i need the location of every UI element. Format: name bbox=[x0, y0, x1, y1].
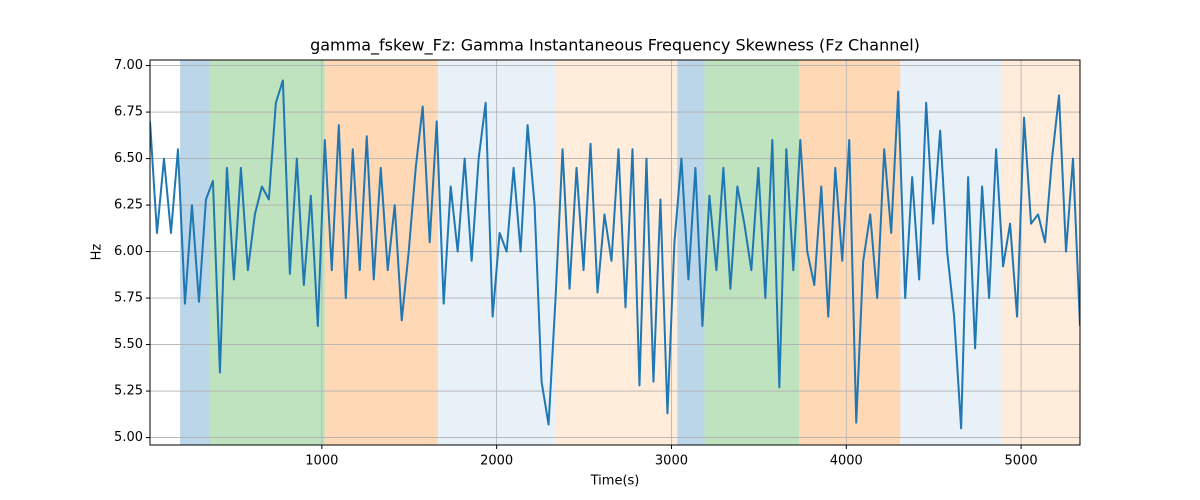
y-tick-label: 5.50 bbox=[114, 337, 143, 352]
shaded-span bbox=[1001, 60, 1080, 445]
y-tick-label: 5.25 bbox=[114, 384, 143, 399]
x-tick-label: 3000 bbox=[655, 454, 688, 469]
shaded-span bbox=[555, 60, 678, 445]
y-tick-label: 6.25 bbox=[114, 198, 143, 213]
y-tick-label: 6.00 bbox=[114, 244, 143, 259]
plot-frame bbox=[149, 59, 1081, 446]
x-tick-label: 2000 bbox=[480, 454, 513, 469]
x-tick-label: 4000 bbox=[830, 454, 863, 469]
y-tick-label: 5.00 bbox=[114, 430, 143, 445]
y-tick-label: 5.75 bbox=[114, 291, 143, 306]
y-tick-label: 7.00 bbox=[114, 58, 143, 73]
chart-title: gamma_fskew_Fz: Gamma Instantaneous Freq… bbox=[310, 36, 920, 56]
shaded-span bbox=[209, 60, 325, 445]
y-tick-label: 6.75 bbox=[114, 105, 143, 120]
y-axis-label: Hz bbox=[90, 244, 105, 261]
data-line bbox=[150, 79, 1080, 430]
x-axis-label: Time(s) bbox=[590, 474, 640, 489]
x-tick-label: 5000 bbox=[1005, 454, 1038, 469]
y-tick-label: 6.50 bbox=[114, 151, 143, 166]
x-tick-label: 1000 bbox=[305, 454, 338, 469]
shaded-span bbox=[799, 60, 901, 445]
